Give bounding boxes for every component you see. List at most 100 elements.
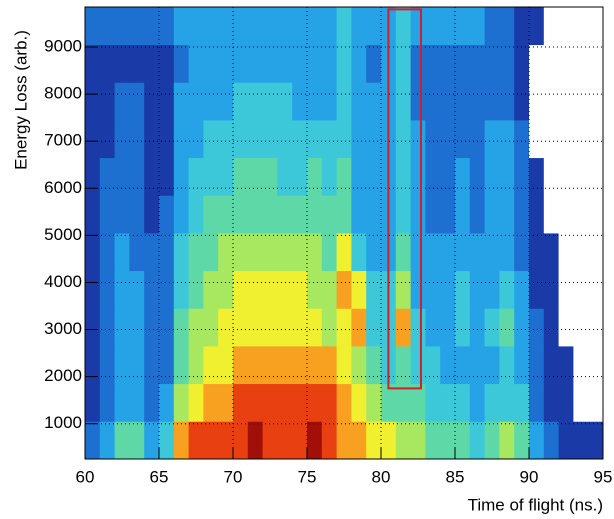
plot-frame [84, 6, 604, 460]
heatmap-cell [188, 195, 204, 234]
heatmap-cell [366, 7, 382, 46]
heatmap-cell [85, 308, 101, 347]
heatmap-cell [366, 44, 382, 83]
heatmap-cell [499, 195, 515, 234]
heatmap-cell [529, 7, 545, 46]
heatmap-cell [499, 233, 515, 272]
heatmap-cell [203, 346, 219, 385]
heatmap-cell [351, 421, 367, 460]
heatmap-cell [543, 195, 559, 234]
heatmap-cell [440, 421, 456, 460]
heatmap-cell [573, 44, 589, 83]
heatmap-cell [395, 421, 411, 460]
heatmap-cell [543, 82, 559, 121]
heatmap-cell [218, 308, 234, 347]
heatmap-cell [262, 195, 278, 234]
heatmap-cell [588, 346, 604, 385]
heatmap-cell [440, 195, 456, 234]
heatmap-cell [469, 308, 485, 347]
heatmap-cell [85, 120, 101, 159]
heatmap-cell [588, 7, 604, 46]
heatmap-cell [469, 7, 485, 46]
heatmap-cell [188, 270, 204, 309]
x-tick-label: 90 [520, 467, 539, 486]
heatmap-cell [366, 346, 382, 385]
heatmap-cell [455, 346, 471, 385]
heatmap-cell [144, 383, 160, 422]
heatmap-cell [173, 346, 189, 385]
heatmap-cell [247, 44, 263, 83]
heatmap-cell [410, 383, 426, 422]
heatmap-cell [440, 44, 456, 83]
heatmap-cell [410, 270, 426, 309]
heatmap-cell [218, 82, 234, 121]
heatmap-cell [543, 383, 559, 422]
heatmap-cell [588, 421, 604, 460]
heatmap-cell [351, 270, 367, 309]
heatmap-cell [529, 120, 545, 159]
heatmap-cell [203, 233, 219, 272]
heatmap-cell [543, 346, 559, 385]
y-tick-label: 7000 [44, 131, 82, 150]
heatmap-cell [484, 7, 500, 46]
heatmap-cell [455, 308, 471, 347]
heatmap-cell [469, 195, 485, 234]
heatmap-cell [588, 233, 604, 272]
heatmap-cell [425, 157, 441, 196]
heatmap-cell [188, 233, 204, 272]
heatmap-cell [321, 308, 337, 347]
heatmap-cell [159, 346, 175, 385]
heatmap-cell [484, 82, 500, 121]
heatmap-cell [558, 270, 574, 309]
heatmap-cell [218, 7, 234, 46]
x-tick-label: 60 [76, 467, 95, 486]
heatmap-cell [543, 421, 559, 460]
heatmap-cell [144, 195, 160, 234]
heatmap-cell [321, 270, 337, 309]
heatmap-cell [425, 308, 441, 347]
heatmap-cell [558, 157, 574, 196]
heatmap-cell [573, 346, 589, 385]
heatmap-cell [233, 7, 249, 46]
heatmap-cell [262, 346, 278, 385]
heatmap-cell [514, 7, 530, 46]
heatmap-cell [277, 120, 293, 159]
heatmap-cell [247, 157, 263, 196]
heatmap-cell [410, 195, 426, 234]
heatmap-cell [114, 308, 130, 347]
heatmap-cell [277, 346, 293, 385]
heatmap-cell [514, 157, 530, 196]
heatmap-cell [366, 270, 382, 309]
heatmap-cell [159, 421, 175, 460]
heatmap-cell [543, 7, 559, 46]
heatmap-cell [144, 233, 160, 272]
x-tick-label: 85 [446, 467, 465, 486]
heatmap-cell [529, 346, 545, 385]
heatmap-cell [144, 7, 160, 46]
heatmap-cell [262, 82, 278, 121]
heatmap-cell [173, 7, 189, 46]
heatmap-cell [410, 44, 426, 83]
heatmap-cell [366, 233, 382, 272]
heatmap-cell [233, 120, 249, 159]
heatmap-cell [558, 233, 574, 272]
heatmap-cell [203, 308, 219, 347]
heatmap-cell [573, 82, 589, 121]
heatmap-cell [188, 7, 204, 46]
heatmap-cell [247, 308, 263, 347]
heatmap-cell [395, 233, 411, 272]
heatmap-cell [262, 270, 278, 309]
heatmap-cell [307, 82, 323, 121]
heatmap-cell [499, 120, 515, 159]
heatmap-cell [203, 82, 219, 121]
heatmap-cell [484, 270, 500, 309]
heatmap-cell [321, 195, 337, 234]
heatmap-cell [469, 270, 485, 309]
heatmap-cell [159, 120, 175, 159]
heatmap-cell [395, 270, 411, 309]
heatmap-cell [499, 421, 515, 460]
heatmap-cell [558, 7, 574, 46]
heatmap-cell [514, 82, 530, 121]
heatmap-cell [99, 82, 115, 121]
